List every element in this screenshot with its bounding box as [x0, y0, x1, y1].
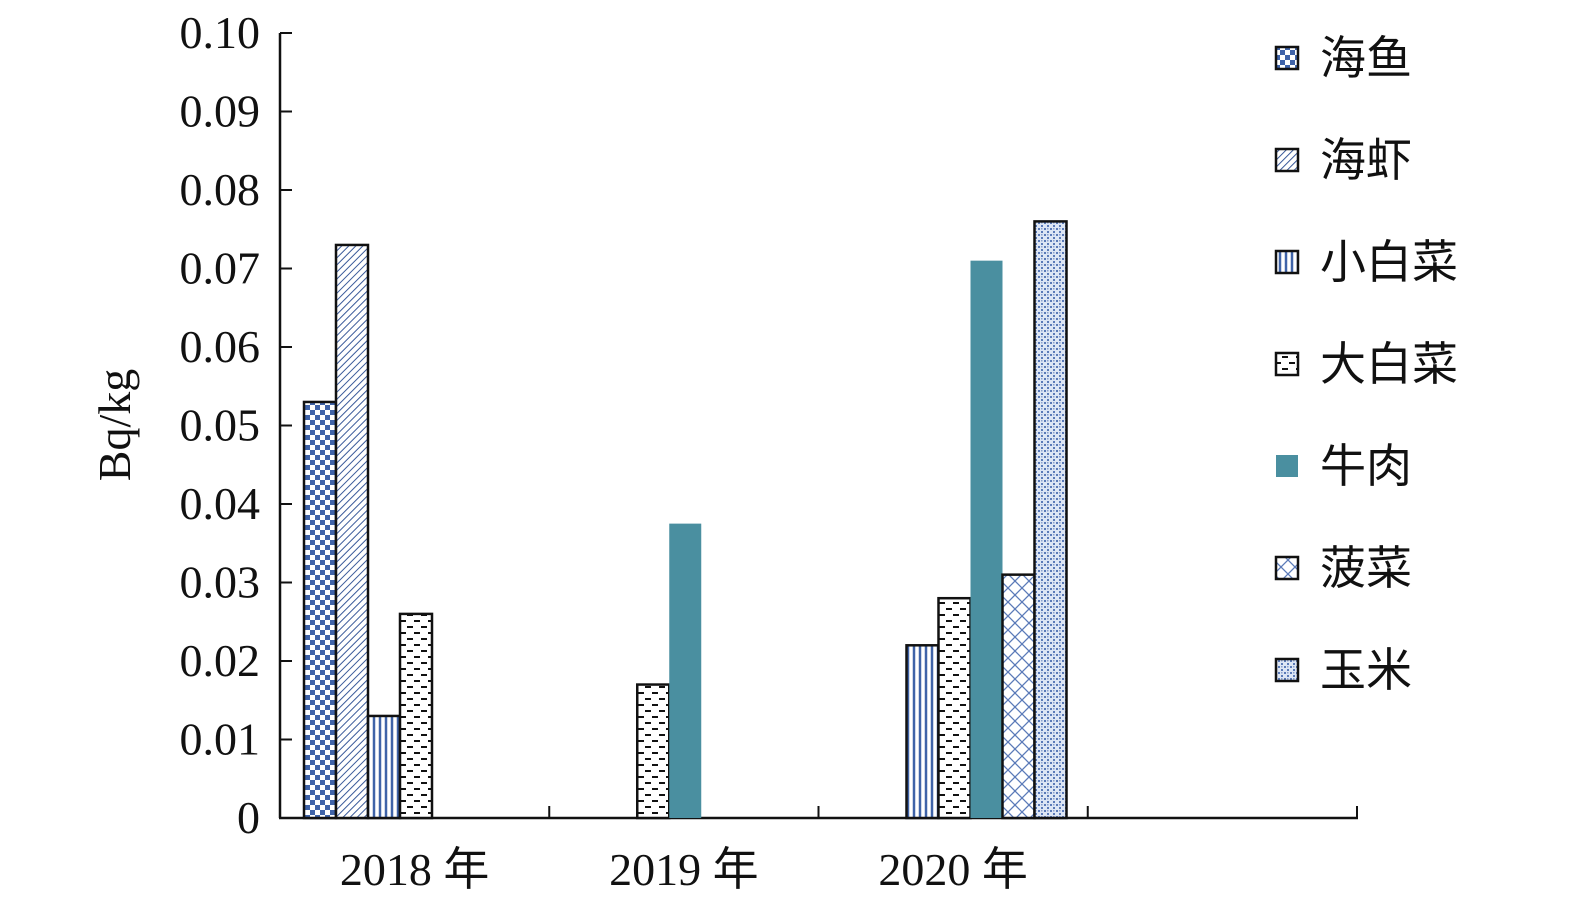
x-tick-label: 2019 年 — [609, 844, 759, 895]
legend-swatch — [1274, 45, 1300, 71]
y-tick-label: 0.09 — [180, 86, 261, 137]
y-tick-label: 0.07 — [180, 243, 261, 294]
x-tick-label: 2020 年 — [878, 844, 1028, 895]
legend-swatch — [1274, 657, 1300, 683]
legend-label: 菠菜 — [1320, 541, 1412, 595]
legend-swatch — [1274, 249, 1300, 275]
bar-3-2 — [937, 596, 972, 820]
bar-2-0 — [366, 714, 402, 820]
y-tick-label: 0 — [237, 792, 260, 843]
y-tick-label: 0.01 — [180, 714, 261, 765]
bar-2-2 — [905, 644, 940, 820]
bar-4-2 — [970, 260, 1003, 818]
y-tick-label: 0.10 — [180, 7, 261, 58]
y-tick-label: 0.06 — [180, 321, 261, 372]
bar-6-2 — [1033, 220, 1068, 820]
bar-1-0 — [334, 243, 370, 820]
legend-label: 海鱼 — [1320, 31, 1412, 85]
bar-3-1 — [636, 683, 671, 820]
bar-3-0 — [398, 612, 434, 820]
y-axis-title: Bq/kg — [89, 369, 140, 481]
legend-swatch — [1274, 147, 1300, 173]
legend-label: 玉米 — [1320, 643, 1412, 697]
y-tick-label: 0.08 — [180, 164, 261, 215]
x-axis-ticks: 2018 年 2019 年 2020 年 — [340, 806, 1358, 895]
legend-label: 大白菜 — [1320, 337, 1458, 391]
bar-5-2 — [1001, 573, 1036, 820]
legend-label: 海虾 — [1320, 133, 1412, 187]
y-tick-label: 0.04 — [180, 478, 261, 529]
legend-swatch — [1274, 555, 1300, 581]
legend-swatch — [1274, 351, 1300, 377]
bar-4-1 — [669, 523, 702, 818]
y-axis-ticks: 0 0.01 0.02 0.03 0.04 0.05 0.06 0.07 0.08 0.09 0.1… — [180, 7, 292, 843]
legend-label: 牛肉 — [1320, 439, 1412, 493]
legend-swatch — [1276, 455, 1298, 477]
x-tick-label: 2018 年 — [340, 844, 490, 895]
legend-label: 小白菜 — [1320, 235, 1458, 289]
y-tick-label: 0.03 — [180, 557, 261, 608]
y-tick-label: 0.05 — [180, 400, 261, 451]
y-tick-label: 0.02 — [180, 635, 261, 686]
bars-group — [302, 220, 1068, 820]
bar-0-0 — [302, 400, 338, 820]
